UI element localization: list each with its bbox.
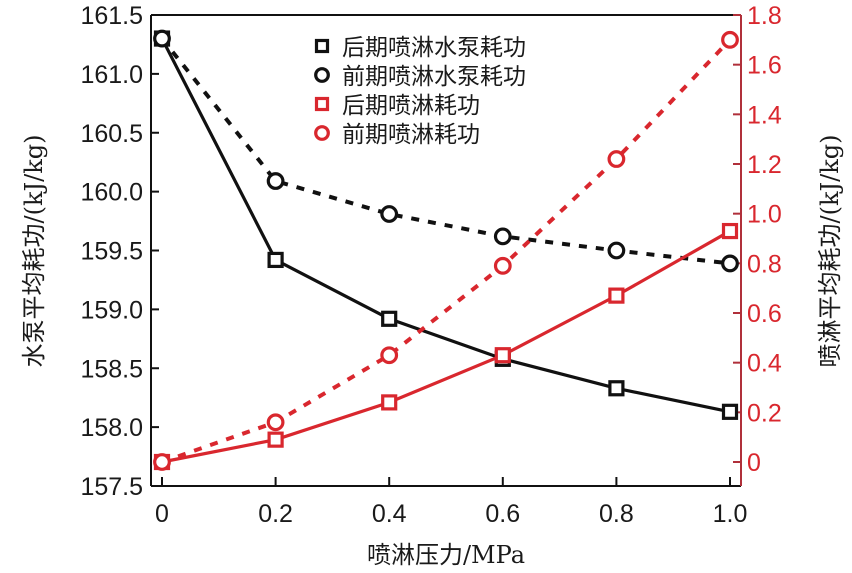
square-marker — [721, 222, 739, 240]
square-marker — [381, 310, 398, 327]
x-tick-label: 0 — [155, 500, 169, 528]
legend-item: 后期喷淋水泵耗功 — [314, 35, 526, 61]
square-marker — [608, 380, 625, 397]
y-right-tick-label: 1.0 — [747, 201, 782, 229]
y-right-tick-label: 1.6 — [747, 52, 782, 80]
axes: 157.5 158.0 158.5 159.0 159.5 160.0 160.5 161.0… — [80, 2, 781, 528]
x-tick-label: 0.4 — [372, 500, 407, 528]
circle-marker — [721, 30, 739, 49]
y-axis-right-title: 喷淋平均耗功/(kJ/kg) — [816, 135, 844, 368]
y-left-tick-label: 157.5 — [80, 473, 143, 501]
circle-marker — [314, 125, 330, 141]
series-line — [160, 37, 731, 266]
x-axis-title: 喷淋压力/MPa — [367, 541, 525, 569]
legend-item: 前期喷淋耗功 — [314, 122, 480, 148]
square-marker — [494, 347, 511, 364]
circle-marker — [607, 241, 626, 260]
x-tick-label: 0.6 — [485, 500, 520, 528]
legend-label: 前期喷淋水泵耗功 — [342, 64, 526, 90]
y-right-tick-label: 0.8 — [747, 250, 782, 278]
circle-marker — [493, 227, 512, 246]
y-left-tick-label: 159.5 — [80, 238, 143, 266]
circle-marker — [266, 172, 285, 190]
square-marker — [608, 287, 625, 304]
series-line — [160, 37, 731, 414]
series-layer — [153, 29, 739, 471]
series-circle-black — [153, 29, 739, 273]
y-axis-left-title: 水泵平均耗功/(kJ/kg) — [20, 135, 48, 368]
y-right-tick-label: 1.4 — [747, 101, 782, 129]
y-left-tick-label: 158.5 — [80, 355, 143, 383]
square-marker — [721, 403, 739, 420]
legend-label: 后期喷淋耗功 — [342, 93, 480, 119]
square-marker — [314, 38, 330, 54]
square-marker — [314, 96, 330, 112]
circle-marker — [380, 346, 399, 365]
y-right-tick-label: 0.2 — [747, 399, 782, 427]
y-right-tick-label: 0.6 — [747, 300, 782, 328]
circle-marker — [721, 254, 739, 273]
circle-marker — [266, 413, 285, 432]
legend-item: 后期喷淋耗功 — [314, 93, 480, 119]
circle-marker — [153, 29, 171, 48]
x-tick-label: 0.2 — [258, 500, 293, 528]
y-left-tick-label: 161.5 — [80, 2, 143, 30]
y-right-tick-label: 0.4 — [747, 350, 782, 378]
square-marker — [267, 431, 284, 448]
circle-marker — [380, 205, 399, 223]
circle-marker — [314, 67, 330, 83]
circle-marker — [153, 453, 171, 471]
y-left-tick-label: 158.0 — [80, 414, 143, 442]
y-right-tick-label: 1.2 — [747, 151, 782, 179]
y-left-tick-label: 159.0 — [80, 296, 143, 324]
legend-label: 后期喷淋水泵耗功 — [342, 35, 526, 61]
series-line — [161, 229, 731, 464]
y-left-tick-label: 160.0 — [80, 179, 143, 207]
circle-marker — [607, 150, 626, 168]
y-right-tick-label: 1.8 — [747, 2, 782, 30]
x-tick-label: 1.0 — [713, 500, 748, 528]
x-tick-label: 0.8 — [599, 500, 634, 528]
y-left-tick-label: 160.5 — [80, 120, 143, 148]
square-marker — [381, 394, 398, 411]
legend-item: 前期喷淋水泵耗功 — [314, 64, 526, 90]
y-right-tick-label: 0 — [747, 449, 761, 477]
circle-marker — [493, 256, 512, 275]
legend-label: 前期喷淋耗功 — [342, 122, 480, 148]
y-left-tick-label: 161.0 — [80, 61, 143, 89]
series-line — [161, 38, 732, 464]
series-circle-red — [153, 30, 739, 471]
square-marker — [267, 251, 284, 269]
